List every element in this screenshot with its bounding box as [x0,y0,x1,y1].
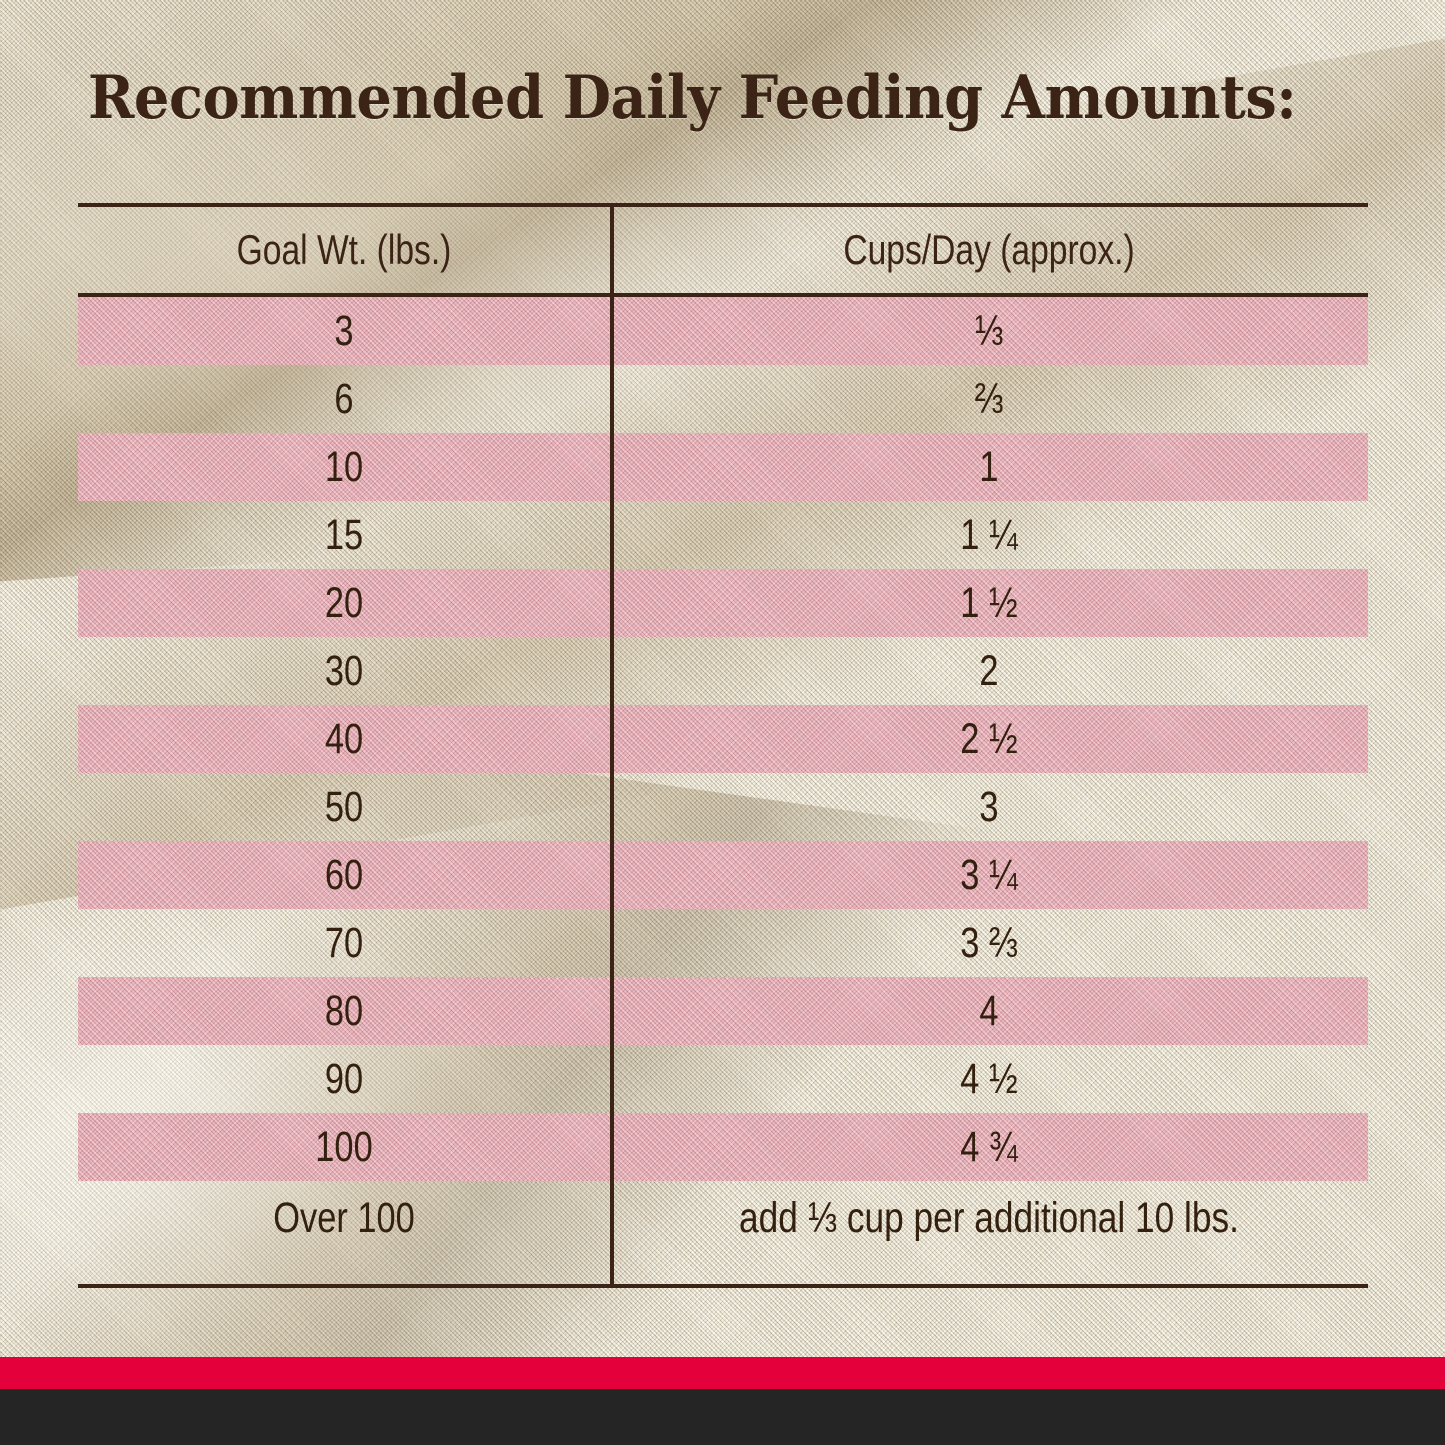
cell-goal-weight: 15 [324,510,364,559]
column-header-cups-per-day: Cups/Day (approx.) [843,226,1135,273]
table-header-row: Goal Wt. (lbs.) Cups/Day (approx.) [78,207,1368,293]
cell-goal-weight: 60 [324,850,364,899]
cell-cups-per-day: 3 ⅔ [960,918,1018,967]
cell-goal-weight: 20 [324,578,364,627]
cell-cups-per-day: 2 [979,646,999,695]
cell-goal-weight: 3 [334,306,354,355]
cell-goal-weight: 30 [324,646,364,695]
cell-goal-weight: 10 [324,442,364,491]
table-row: 20 1 ½ [78,569,1368,637]
table-row: 10 1 [78,433,1368,501]
table-row: 15 1 ¼ [78,501,1368,569]
table-row: 80 4 [78,977,1368,1045]
cell-goal-weight: 80 [324,986,364,1035]
cell-goal-weight: 6 [334,374,354,423]
table-body: 3 ⅓ 6 ⅔ 10 1 15 1 ¼ 20 1 ½ 30 2 [78,297,1368,1284]
cell-goal-weight: 90 [324,1054,364,1103]
table-row: 40 2 ½ [78,705,1368,773]
page-title: Recommended Daily Feeding Amounts: [88,63,1297,133]
table-column-divider [610,203,614,1288]
table-bottom-rule [78,1284,1368,1288]
cell-goal-weight: 100 [315,1122,373,1171]
feeding-amounts-table: Goal Wt. (lbs.) Cups/Day (approx.) 3 ⅓ 6… [78,203,1368,1288]
cell-cups-per-day: 3 ¼ [960,850,1018,899]
table-row: 3 ⅓ [78,297,1368,365]
table-row: 6 ⅔ [78,365,1368,433]
cell-cups-per-day-note: add ⅓ cup per additional 10 lbs. [739,1194,1239,1242]
cell-cups-per-day: 3 [979,782,999,831]
cell-cups-per-day: ⅔ [974,374,1004,423]
cell-cups-per-day: 1 ¼ [960,510,1018,559]
brand-bar-dark [0,1389,1445,1445]
cell-cups-per-day: 4 [979,986,999,1035]
cell-cups-per-day: 4 ¾ [960,1122,1018,1171]
table-row: 90 4 ½ [78,1045,1368,1113]
table-header-rule [78,293,1368,297]
cell-goal-weight: Over 100 [273,1194,415,1242]
table-top-rule [78,203,1368,207]
table-row: 70 3 ⅔ [78,909,1368,977]
table-row: Over 100 add ⅓ cup per additional 10 lbs… [78,1181,1368,1256]
table-row: 100 4 ¾ [78,1113,1368,1181]
brand-bar-red [0,1357,1445,1389]
cell-goal-weight: 70 [324,918,364,967]
cell-goal-weight: 40 [324,714,364,763]
cell-cups-per-day: ⅓ [974,306,1004,355]
cell-cups-per-day: 2 ½ [960,714,1018,763]
cell-goal-weight: 50 [324,782,364,831]
column-header-goal-weight: Goal Wt. (lbs.) [236,226,452,273]
table-row: 50 3 [78,773,1368,841]
table-row: 30 2 [78,637,1368,705]
cell-cups-per-day: 4 ½ [960,1054,1018,1103]
cell-cups-per-day: 1 ½ [960,578,1018,627]
cell-cups-per-day: 1 [979,442,999,491]
table-row: 60 3 ¼ [78,841,1368,909]
